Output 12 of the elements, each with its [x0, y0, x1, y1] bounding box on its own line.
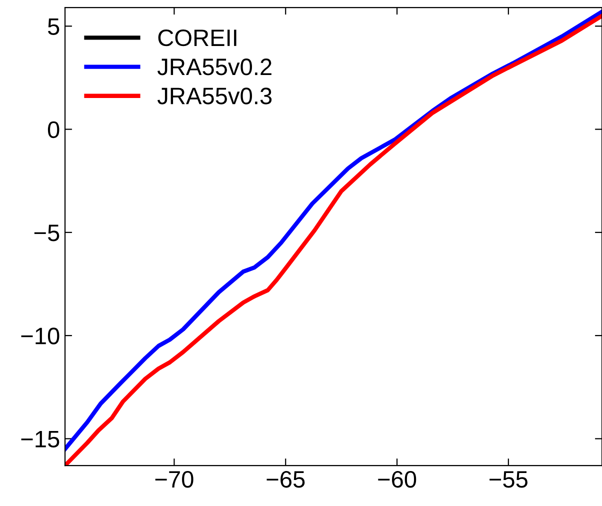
- x-tick-label: −70: [155, 471, 194, 488]
- legend-label: JRA55v0.2: [157, 58, 272, 76]
- x-tick-label: −60: [378, 471, 416, 488]
- y-tick-label: −10: [21, 328, 60, 344]
- y-tick-label: −5: [34, 224, 60, 242]
- x-tick-label: −65: [266, 471, 305, 488]
- y-tick-label: 5: [48, 18, 60, 35]
- y-tick-label: 0: [48, 121, 60, 138]
- legend-label: JRA55v0.3: [157, 88, 272, 104]
- x-tick-label: −55: [490, 471, 528, 488]
- y-tick-label: −15: [21, 431, 60, 448]
- legend-label: COREII: [158, 29, 236, 46]
